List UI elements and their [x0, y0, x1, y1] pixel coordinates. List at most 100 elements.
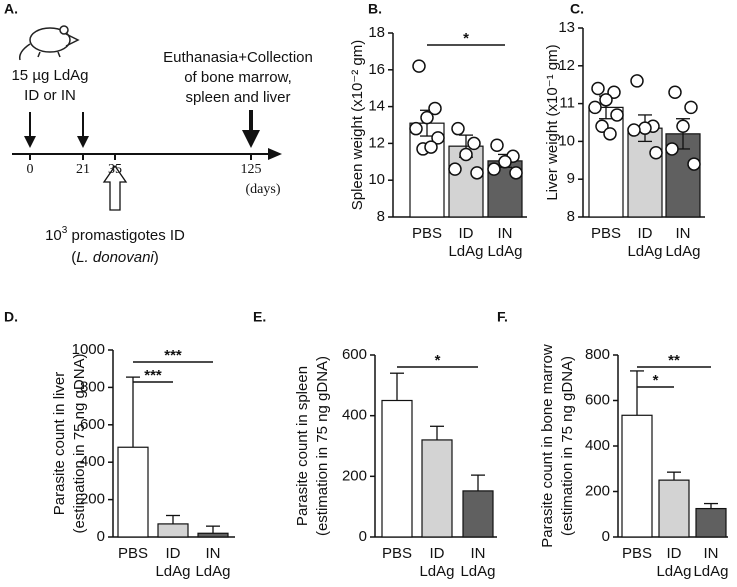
x-tick-label-line: ID — [667, 545, 682, 562]
y-tick-label: 600 — [585, 391, 610, 408]
x-tick-label: PBS — [591, 225, 621, 242]
y-tick-label: 16 — [368, 61, 385, 78]
bar — [695, 507, 727, 538]
y-axis-label: Parasite count in spleen — [294, 366, 311, 526]
x-tick-label-line: PBS — [591, 225, 621, 242]
data-point — [448, 162, 462, 176]
x-tick-label: ID LdAg — [656, 545, 691, 580]
data-point — [459, 147, 473, 162]
data-point — [638, 121, 652, 135]
chart: D. Parasite count in liver (estimation in … — [4, 309, 235, 580]
challenge-base: 10 — [45, 227, 62, 244]
x-tick-label: PBS — [622, 545, 652, 562]
chart: E. Parasite count in spleen (estimation in… — [253, 309, 497, 580]
y-tick-label: 12 — [558, 57, 575, 74]
x-tick-label: IN LdAg — [665, 225, 700, 260]
y-tick-label: 400 — [80, 453, 105, 470]
y-axis-label: Spleen weight (x10⁻² gm) — [349, 40, 366, 211]
y-tick-label: 200 — [80, 491, 105, 508]
x-tick-label-line: ID — [166, 545, 181, 562]
data-point — [603, 127, 617, 141]
x-tick-label: ID LdAg — [155, 545, 190, 580]
x-tick-label: IN LdAg — [460, 545, 495, 580]
challenge-text: promastigotes ID — [67, 227, 185, 244]
x-tick-label-line: LdAg — [195, 563, 230, 580]
bar — [658, 479, 690, 538]
y-tick-label: 9 — [567, 170, 575, 187]
bar — [117, 446, 149, 538]
x-tick-label-line: PBS — [382, 545, 412, 562]
significance-label: * — [653, 372, 659, 389]
y-tick-label: 200 — [342, 467, 367, 484]
day-label: 125 — [241, 162, 262, 177]
x-tick-label: ID LdAg — [419, 545, 454, 580]
x-tick-label: PBS — [382, 545, 412, 562]
data-point — [630, 74, 644, 88]
data-point — [451, 121, 465, 136]
chart: B. Spleen weight (x10⁻² gm) 8 10 12 14 16 18 PBS… — [349, 1, 527, 260]
panel-label: F. — [497, 309, 508, 325]
y-tick-label: 11 — [559, 95, 575, 112]
y-axis-label: Parasite count in liver — [51, 372, 68, 515]
x-tick-label-line: PBS — [622, 545, 652, 562]
x-tick-label: ID LdAg — [627, 225, 662, 260]
y-tick-label: 12 — [368, 134, 385, 151]
x-tick-label: PBS — [412, 225, 442, 242]
data-point — [428, 101, 442, 116]
data-point — [409, 121, 423, 136]
data-point — [684, 100, 698, 115]
data-point — [487, 162, 501, 176]
x-tick-label-line: LdAg — [460, 563, 495, 580]
bar — [157, 523, 189, 538]
data-point — [595, 119, 609, 134]
significance-label: * — [435, 352, 441, 369]
y-tick-label: 0 — [359, 528, 367, 545]
panel-label: C. — [570, 1, 584, 17]
x-tick-label-line: LdAg — [155, 563, 190, 580]
x-tick-label-line: LdAg — [487, 243, 522, 260]
endpoint-text: spleen and liver — [185, 89, 290, 106]
x-tick-label-line: ID — [430, 545, 445, 562]
y-axis-label: (estimation in 75 ng gDNA) — [559, 356, 576, 536]
y-tick-label: 200 — [585, 482, 610, 499]
bar — [421, 439, 453, 538]
y-tick-label: 14 — [368, 98, 385, 115]
x-tick-label-line: LdAg — [665, 243, 700, 260]
y-axis-label: (estimation in 75 ng gDNA) — [314, 356, 331, 536]
x-tick-label-line: PBS — [412, 225, 442, 242]
data-point — [687, 157, 701, 171]
x-tick-label-line: LdAg — [419, 563, 454, 580]
day-label: 35 — [108, 162, 122, 177]
data-point — [676, 119, 690, 134]
data-point — [607, 85, 621, 100]
species: L. donovani — [76, 249, 154, 266]
species-text: (L. donovani) — [71, 249, 159, 266]
x-tick-label-line: ID — [459, 225, 474, 242]
data-point — [668, 85, 682, 100]
challenge-text: 103 promastigotes ID — [45, 225, 185, 244]
x-tick-label-line: IN — [704, 545, 719, 562]
y-tick-label: 1000 — [72, 341, 105, 358]
y-axis-label: Liver weight (x10⁻¹ gm) — [544, 44, 561, 200]
data-point — [424, 140, 438, 154]
data-point — [610, 108, 624, 122]
significance-label: *** — [164, 347, 182, 364]
x-tick-label: ID LdAg — [448, 225, 483, 260]
y-tick-label: 800 — [585, 346, 610, 363]
chart: C. Liver weight (x10⁻¹ gm) 8 9 10 11 12 13 PBS ID… — [544, 1, 705, 260]
x-tick-label-line: LdAg — [656, 563, 691, 580]
y-tick-label: 10 — [368, 171, 385, 188]
mouse-icon — [18, 25, 80, 61]
bar — [197, 532, 229, 538]
x-tick-label-line: PBS — [118, 545, 148, 562]
significance-label: *** — [144, 367, 162, 384]
chart: F. Parasite count in bone marrow (estimati… — [497, 309, 729, 580]
data-point — [467, 136, 481, 151]
x-tick-label-line: IN — [676, 225, 691, 242]
data-point — [599, 93, 613, 107]
y-tick-label: 13 — [558, 19, 575, 36]
y-tick-label: 400 — [342, 407, 367, 424]
y-tick-label: 10 — [558, 132, 575, 149]
x-tick-label-line: IN — [206, 545, 221, 562]
